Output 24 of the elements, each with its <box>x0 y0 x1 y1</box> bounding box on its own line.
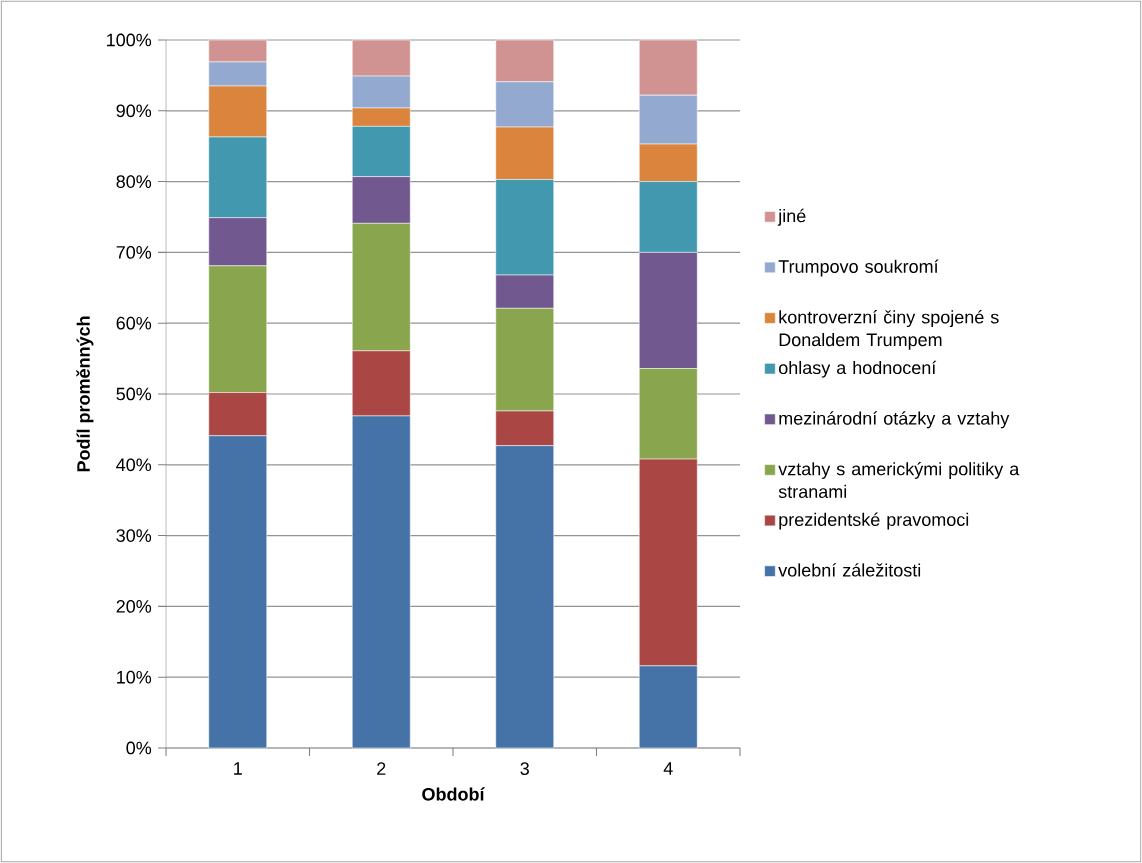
y-tick-label: 10% <box>117 670 152 684</box>
y-tick-label: 30% <box>116 529 152 542</box>
y-tick-label: 70% <box>116 246 152 259</box>
y-tick-label: 80% <box>116 175 152 188</box>
y-tick-label: 50% <box>116 387 152 401</box>
y-tick-label: 100% <box>107 33 152 47</box>
y-tick-label: 20% <box>116 600 152 613</box>
legend-label: prezidentské pravomoci <box>779 512 969 530</box>
legend-label: jiné <box>777 208 806 226</box>
legend-label: Trumpovo soukromí <box>778 259 939 277</box>
x-tick-label: 4 <box>663 762 673 775</box>
legend-label: ohlasy a hodnocení <box>778 360 937 378</box>
y-tick-label: 60% <box>116 316 152 330</box>
legend-label: volební záležitosti <box>778 563 921 577</box>
y-tick-label: 40% <box>116 458 152 472</box>
y-tick-label: 90% <box>116 104 152 118</box>
x-axis-title: Období <box>422 787 485 801</box>
legend-label: mezinárodní otázky a vztahy <box>779 411 1010 429</box>
x-tick-label: 3 <box>520 762 529 775</box>
legend-label: kontroverzní činy spojené s Donaldem Trumpem <box>779 310 999 350</box>
y-tick-label: 0% <box>126 741 152 755</box>
x-tick-label: 1 <box>234 762 242 775</box>
x-tick-label: 2 <box>377 762 386 775</box>
y-axis-title: Podíl proměnných <box>76 316 94 472</box>
